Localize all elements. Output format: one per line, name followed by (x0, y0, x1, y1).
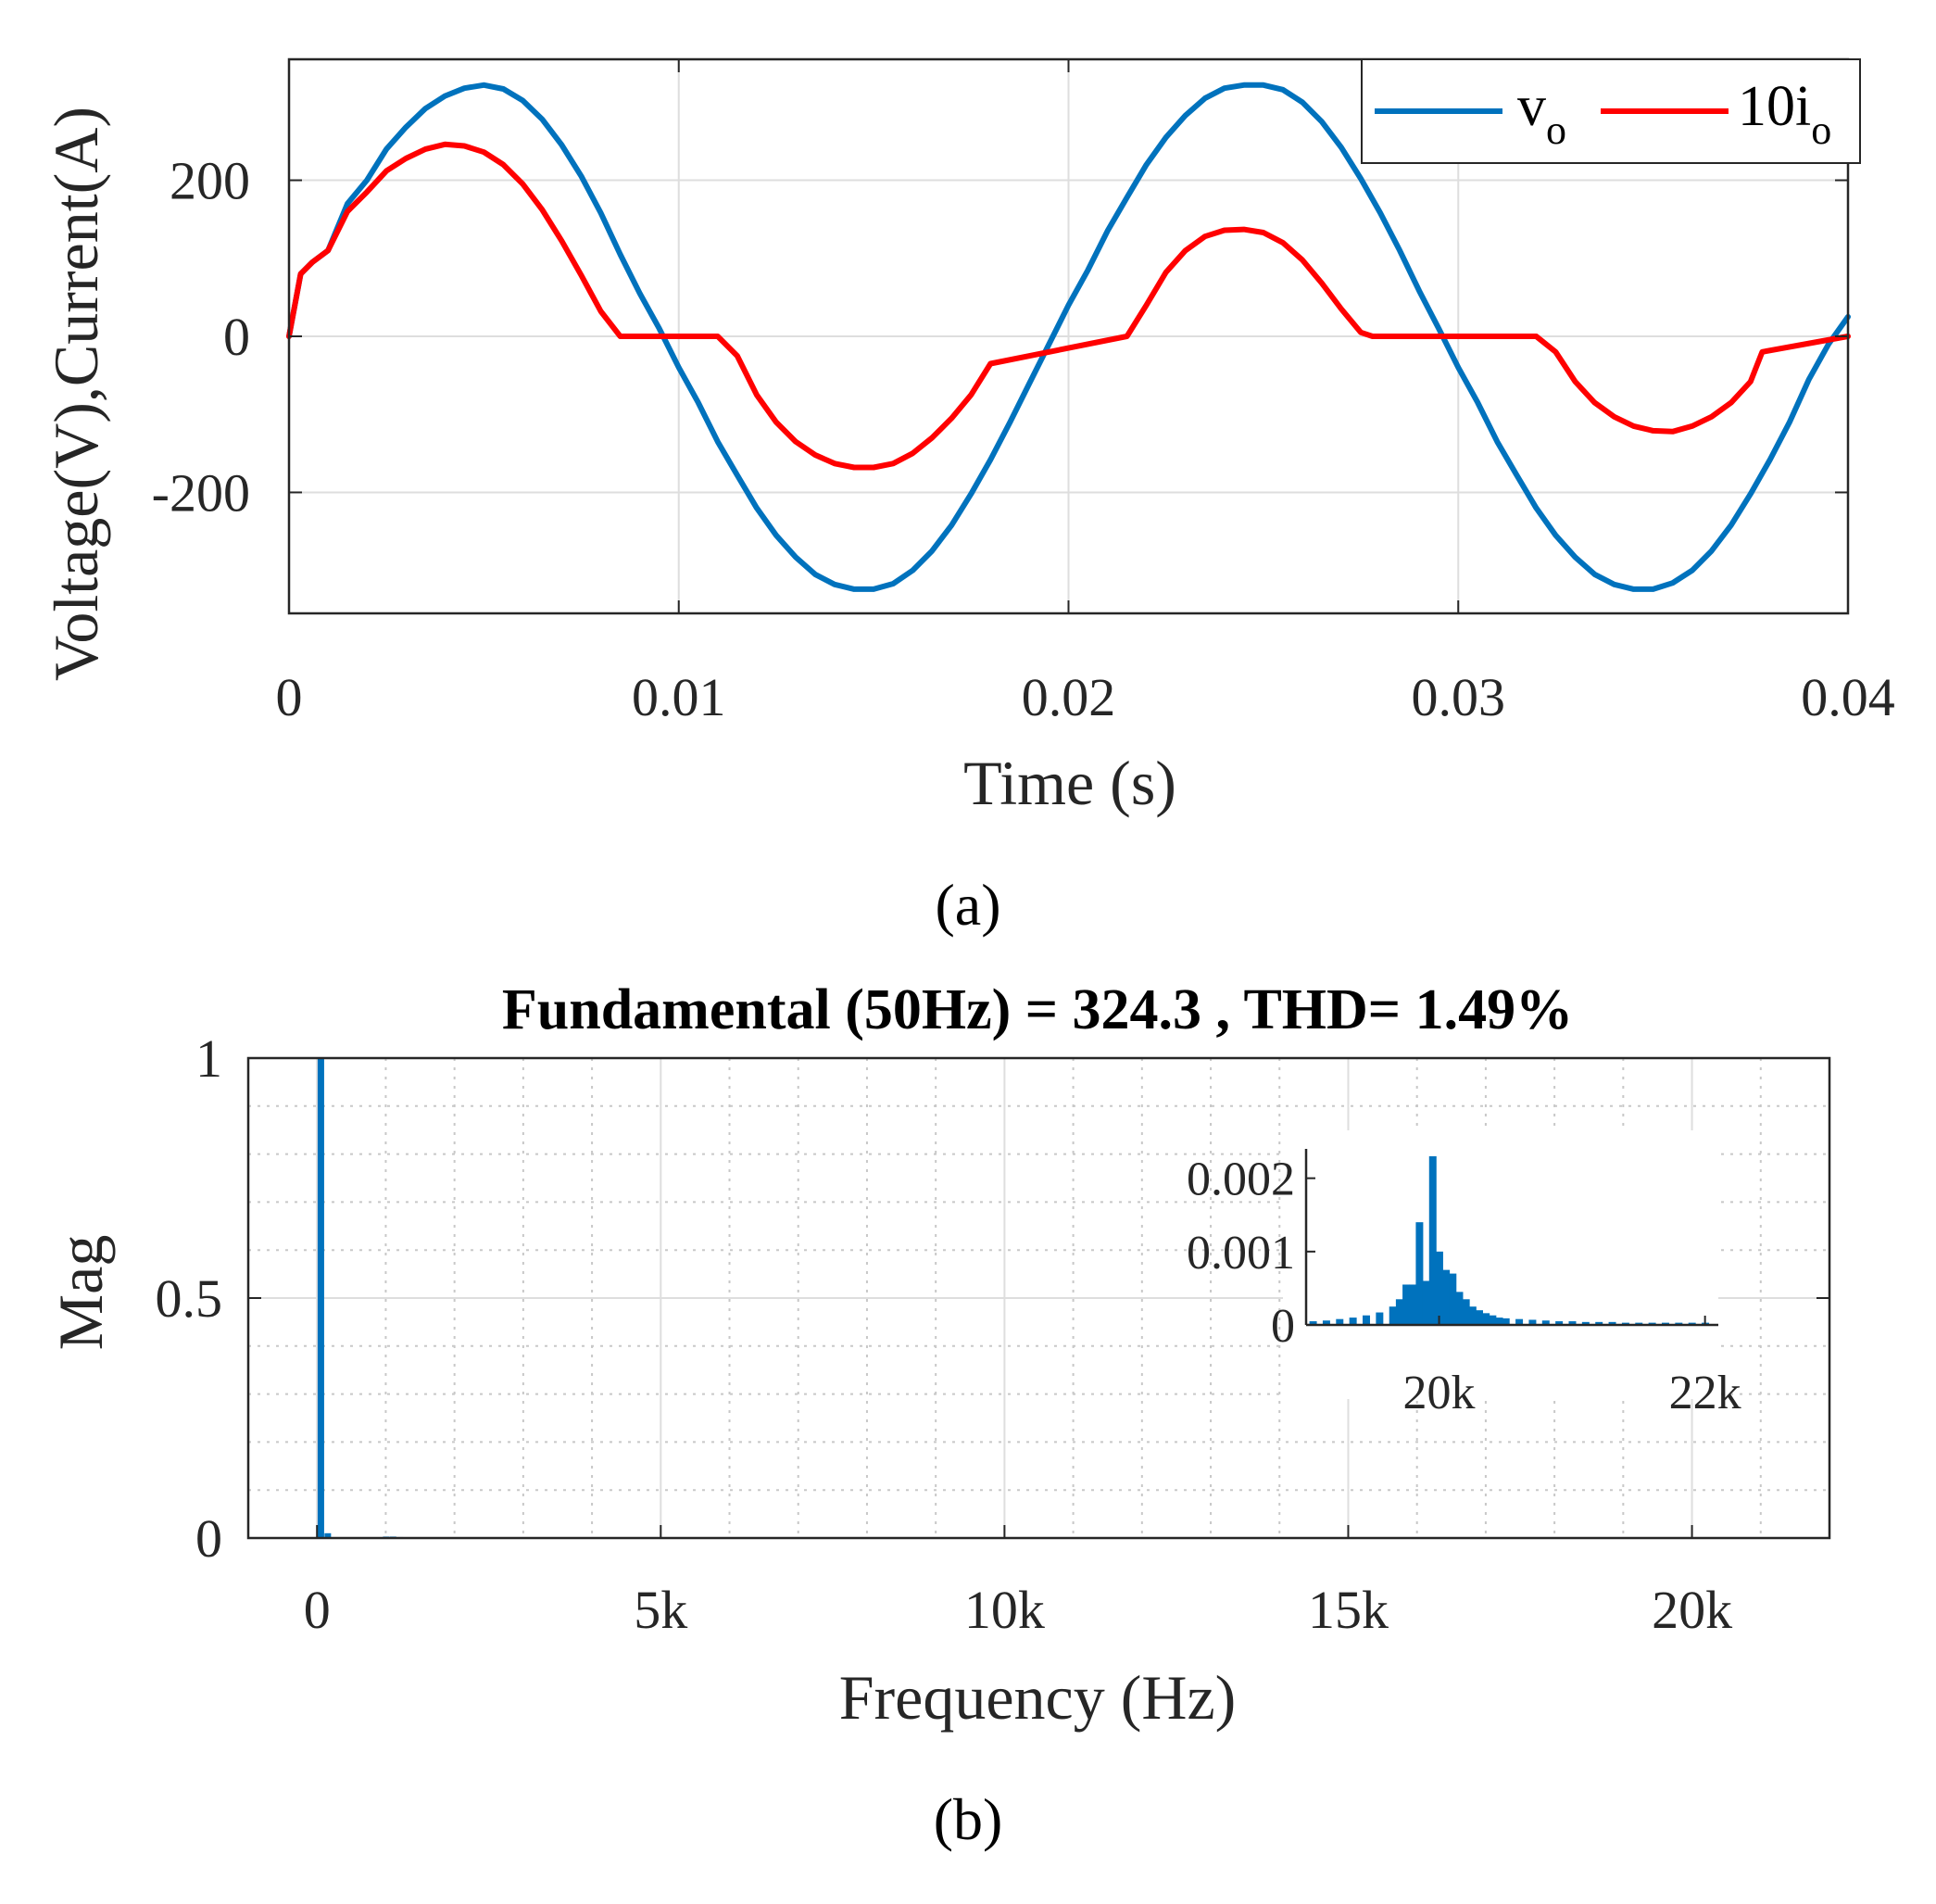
inset-bar (1568, 1321, 1577, 1325)
a-series-line-v-o (286, 82, 1851, 592)
b-x-tick-label: 5k (634, 1580, 687, 1640)
b-spectrum-bar (317, 1058, 324, 1538)
b-x-tick-label: 10k (964, 1580, 1045, 1640)
legend-label-v-o: vo (1517, 75, 1566, 153)
panel-a-y-axis-label: Voltage(V),Current(A) (41, 107, 111, 681)
b-y-tick-label: 0.5 (156, 1268, 223, 1329)
inset-bar (1389, 1306, 1397, 1325)
inset-bar (1495, 1318, 1503, 1325)
inset-bar (1555, 1321, 1564, 1325)
a-y-tick-label: 200 (170, 151, 250, 211)
inset-bar (1363, 1315, 1370, 1325)
panel-a-x-axis-label: Time (s) (963, 748, 1176, 818)
legend-label-10i-o-main: 10i (1738, 75, 1811, 138)
inset-y-tick-label: 0.001 (1187, 1227, 1295, 1280)
panel-a-series (286, 82, 1851, 592)
inset-bar (1449, 1273, 1457, 1325)
a-x-tick-label: 0.03 (1412, 667, 1506, 727)
a-x-tick-label: 0.02 (1022, 667, 1116, 727)
panel-a-line-chart: 0 0.01 0.02 0.03 0.04 200 0 -200 Time (s) Volta… (41, 57, 1895, 938)
inset-bar (1455, 1292, 1464, 1325)
inset-y-tick-label: 0.002 (1187, 1154, 1295, 1206)
inset-bar (1581, 1321, 1590, 1325)
inset-bars (1309, 1155, 1710, 1325)
inset-bar (1608, 1321, 1616, 1325)
b-x-tick-label: 20k (1652, 1580, 1732, 1640)
inset-x-tick-label: 20k (1403, 1367, 1476, 1419)
b-x-tick-label: 0 (304, 1580, 331, 1640)
a-x-tick-label: 0.04 (1801, 667, 1895, 727)
inset-bar (1322, 1320, 1330, 1325)
inset-background (1283, 1130, 1718, 1399)
legend-label-v-o-main: v (1517, 75, 1546, 138)
inset-bar (1428, 1155, 1437, 1325)
inset-bar (1402, 1284, 1411, 1325)
panel-a-ticks: 0 0.01 0.02 0.03 0.04 200 0 -200 (152, 59, 1895, 727)
legend-label-v-o-sub: o (1546, 107, 1566, 153)
panel-b-spectrum-chart: Fundamental (50Hz) = 324.3 , THD= 1.49% … (45, 978, 1831, 1852)
inset-bar (1489, 1315, 1497, 1325)
legend-label-10i-o: 10io (1738, 75, 1831, 153)
b-y-tick-label: 0 (195, 1508, 222, 1569)
inset-bar (1435, 1251, 1443, 1325)
a-series-line-10i-o (286, 141, 1851, 471)
inset-bar (1349, 1318, 1357, 1325)
inset-bar (1515, 1318, 1524, 1325)
b-spectrum-bar (324, 1532, 332, 1538)
inset-y-tick-label: 0 (1271, 1300, 1295, 1353)
inset-bar (1409, 1284, 1417, 1325)
inset-bar (1476, 1310, 1484, 1325)
panel-a-legend: vo 10io (1361, 58, 1861, 164)
inset-ticks: 20k 22k 0.002 0.001 0 (1187, 1154, 1741, 1419)
inset-bar (1468, 1306, 1477, 1325)
inset-bar (1395, 1299, 1403, 1325)
a-x-tick-label: 0 (276, 667, 303, 727)
inset-x-tick-label: 22k (1669, 1367, 1741, 1419)
inset-bar (1422, 1280, 1430, 1325)
a-x-tick-label: 0.01 (632, 667, 726, 727)
inset-bar (1376, 1312, 1384, 1325)
a-y-tick-label: -200 (152, 462, 250, 523)
inset-bar (1336, 1318, 1344, 1325)
legend-label-10i-o-sub: o (1811, 107, 1831, 153)
inset-bar (1541, 1320, 1550, 1325)
a-y-tick-label: 0 (223, 307, 250, 367)
b-x-tick-label: 15k (1308, 1580, 1389, 1640)
inset-bar (1502, 1318, 1510, 1325)
inset-bar (1442, 1269, 1451, 1325)
inset-bar (1595, 1321, 1603, 1325)
inset-bar (1482, 1313, 1490, 1325)
inset-bar (1528, 1319, 1537, 1325)
inset-bar (1309, 1321, 1317, 1325)
panel-b-y-axis-label: Mag (45, 1235, 116, 1351)
panel-b-x-axis-label: Frequency (Hz) (839, 1662, 1237, 1733)
panel-b-ticks: 0 5k 10k 15k 20k 1 0.5 0 (156, 1028, 1829, 1640)
inset-bar (1415, 1222, 1424, 1325)
panel-a-caption: (a) (935, 872, 1000, 938)
b-y-tick-label: 1 (195, 1028, 222, 1089)
inset-bar (1462, 1299, 1470, 1325)
panel-b-title: Fundamental (50Hz) = 324.3 , THD= 1.49% (502, 978, 1573, 1041)
panel-b-inset: 20k 22k 0.002 0.001 0 (1187, 1130, 1741, 1419)
panel-b-caption: (b) (934, 1786, 1003, 1852)
